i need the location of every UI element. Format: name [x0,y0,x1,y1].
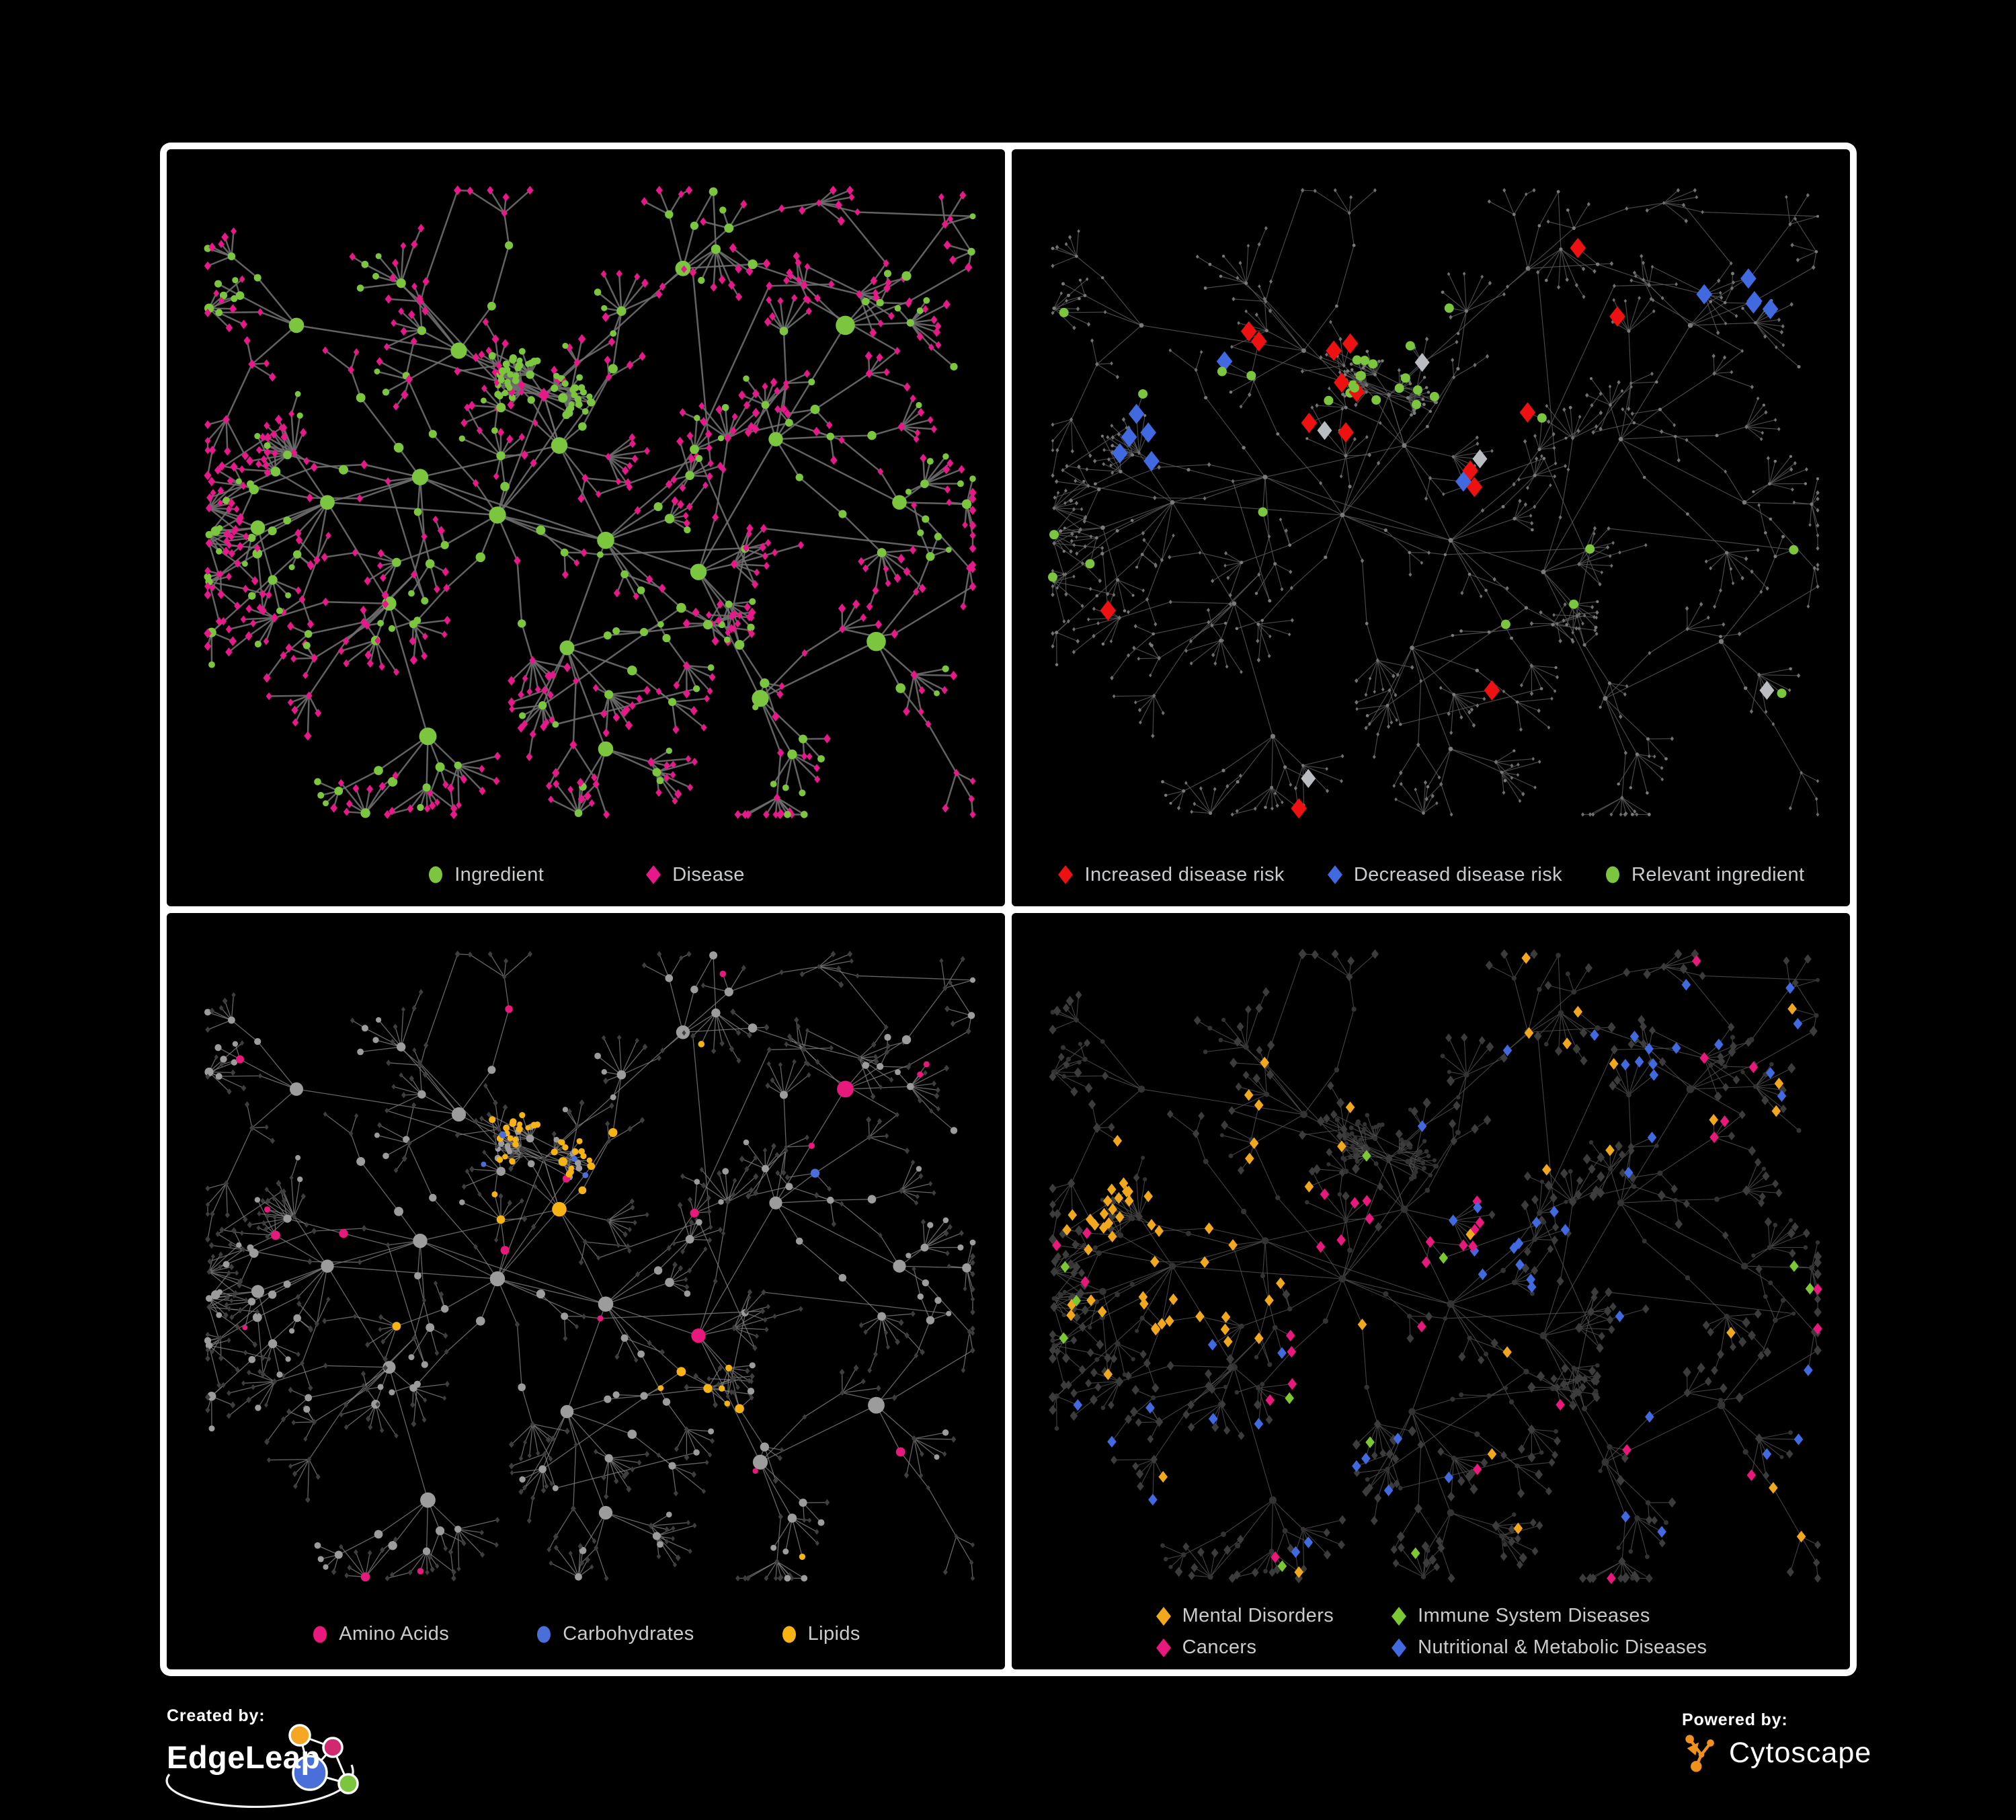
panel-disease-categories: Mental Disorders Immune System Diseases Ca… [1012,912,1850,1669]
created-by-brand: EdgeLeap [167,1739,321,1775]
legend-label: Lipids [807,1623,860,1645]
legend-label: Carbohydrates [563,1623,694,1645]
edgeleap-network-icon [165,1724,359,1809]
diamond-marker-icon [1392,1606,1407,1626]
legend-item-ingredient: Ingredient [427,864,544,886]
legend-ingredient-disease: Ingredient Disease [167,864,1005,886]
cytoscape-icon [1685,1735,1714,1772]
diamond-marker-icon [1156,1606,1171,1626]
legend-item-cancers: Cancers [1155,1636,1334,1659]
panel-disease-risk: Increased disease risk Decreased disease … [1012,149,1850,906]
circle-marker-icon [429,866,443,883]
legend-item-lipids: Lipids [780,1623,860,1645]
diamond-marker-icon [1392,1638,1407,1657]
legend-disease-categories: Mental Disorders Immune System Diseases Ca… [1012,1605,1850,1659]
network-macronutrient-classes [204,950,976,1581]
circle-marker-icon [537,1626,551,1643]
panel-macronutrient-classes: Amino Acids Carbohydrates Lipids [167,912,1005,1669]
network-ingredient-disease [204,185,977,820]
legend-label: Relevant ingredient [1631,863,1805,885]
network-disease-categories [1048,948,1822,1584]
legend-label: Cancers [1182,1636,1257,1658]
legend-item-increased-disease-risk: Increased disease risk [1057,864,1284,886]
legend-item-nutritional-metabolic-diseases: Nutritional & Metabolic Diseases [1390,1636,1707,1659]
panel-ingredient-disease: Ingredient Disease [167,149,1005,906]
circle-marker-icon [782,1626,796,1643]
legend-label: Decreased disease risk [1353,863,1563,885]
legend-item-mental-disorders: Mental Disorders [1155,1605,1334,1627]
created-by-block: Created by: EdgeLeap [165,1706,409,1809]
powered-by-label: Powered by: [1682,1710,1788,1729]
diamond-marker-icon [646,865,661,884]
legend-disease-risk: Increased disease risk Decreased disease … [1012,864,1850,886]
legend-label: Nutritional & Metabolic Diseases [1418,1636,1707,1658]
circle-marker-icon [313,1626,327,1643]
created-by-label: Created by: [167,1706,266,1725]
legend-item-carbohydrates: Carbohydrates [535,1623,694,1645]
legend-macronutrient-classes: Amino Acids Carbohydrates Lipids [167,1623,1005,1645]
panel-grid: Ingredient Disease Increased disease risk… [160,143,1857,1676]
edgeleap-logo: EdgeLeap [165,1724,409,1809]
legend-label: Disease [672,863,745,885]
powered-by-brand: Cytoscape [1729,1736,1872,1769]
legend-item-amino-acids: Amino Acids [311,1623,449,1645]
legend-item-immune-system-diseases: Immune System Diseases [1390,1605,1707,1627]
network-disease-risk [1048,188,1820,819]
legend-label: Amino Acids [339,1623,450,1645]
legend-item-relevant-ingredient: Relevant ingredient [1604,864,1804,886]
legend-item-decreased-disease-risk: Decreased disease risk [1326,864,1562,886]
circle-marker-icon [1606,866,1620,883]
legend-label: Ingredient [454,863,545,885]
diamond-marker-icon [1058,865,1074,884]
legend-item-disease: Disease [645,864,745,886]
diamond-marker-icon [1156,1638,1171,1657]
diamond-marker-icon [1327,865,1342,884]
powered-by-block: Powered by: Cytoscape [1682,1710,1871,1774]
legend-label: Increased disease risk [1084,863,1285,885]
legend-label: Mental Disorders [1182,1605,1334,1626]
legend-label: Immune System Diseases [1418,1605,1650,1626]
